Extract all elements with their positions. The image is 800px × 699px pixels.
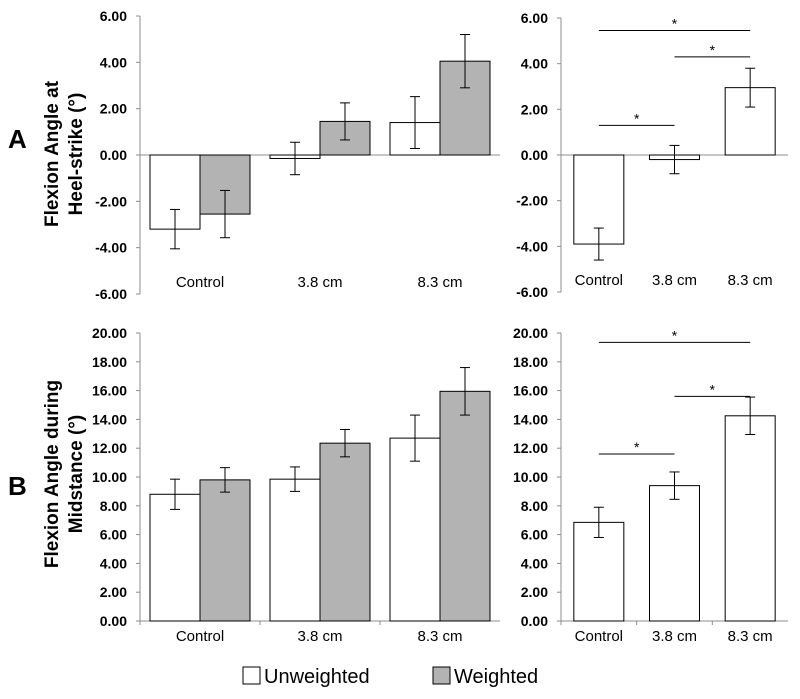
b_left-y-tick-label: 14.00: [92, 411, 127, 427]
legend-swatch-weighted: [432, 666, 451, 685]
b_right-category-label: 3.8 cm: [652, 628, 697, 645]
legend-label-unweighted: Unweighted: [264, 666, 370, 688]
b_right-y-tick-label: 6.00: [521, 527, 548, 543]
b_right-bar-unweighted: [724, 415, 776, 622]
b_right-y-tick-label: 8.00: [521, 498, 548, 514]
b_left-bar-weighted: [439, 390, 491, 622]
b_left-y-tick-label: 0.00: [100, 613, 127, 629]
b_right-y-tick-label: 18.00: [513, 354, 548, 370]
b_right-bar-unweighted: [573, 521, 625, 622]
a_right-category-label: 3.8 cm: [652, 272, 697, 289]
a_right-category-label: Control: [575, 272, 623, 289]
b_right-significance-star: *: [710, 381, 716, 397]
b_left-y-tick-label: 2.00: [100, 584, 127, 600]
a_left-y-tick-label: -2.00: [95, 193, 127, 209]
b_right-y-tick-label: 16.00: [513, 383, 548, 399]
b_left-bar-unweighted: [389, 437, 441, 622]
ylabel-b-line1: Flexion Angle during: [42, 380, 63, 568]
a_right-category-label: 8.3 cm: [728, 272, 773, 289]
a_right-y-tick-label: -4.00: [516, 238, 548, 254]
b_left-category-label: 8.3 cm: [417, 628, 462, 645]
legend-swatch-unweighted: [242, 666, 261, 685]
b_right-y-tick-label: 20.00: [513, 325, 548, 341]
b_right-y-tick-label: 4.00: [521, 555, 548, 571]
b_right-y-tick-label: 10.00: [513, 469, 548, 485]
legend: Unweighted Weighted: [242, 666, 538, 688]
b_left-category-label: 3.8 cm: [297, 628, 342, 645]
a_left-y-tick-label: 0.00: [100, 147, 127, 163]
a_right-significance-star: *: [672, 16, 678, 32]
a_right-significance-star: *: [710, 42, 716, 58]
b_left-y-tick-label: 18.00: [92, 354, 127, 370]
b_left-y-tick-label: 4.00: [100, 555, 127, 571]
ylabel-b-line2: Midstance (°): [66, 415, 87, 533]
b_right-y-tick-label: 14.00: [513, 411, 548, 427]
legend-label-weighted: Weighted: [454, 666, 538, 688]
a_right-y-tick-label: 4.00: [521, 56, 548, 72]
b_right-y-tick-label: 2.00: [521, 584, 548, 600]
a_right-y-tick-label: -6.00: [516, 284, 548, 300]
b_right-significance-star: *: [634, 439, 640, 455]
b_right-y-tick-label: 12.00: [513, 440, 548, 456]
b_right-category-label: Control: [575, 628, 623, 645]
a_right-y-tick-label: -2.00: [516, 193, 548, 209]
b_left-bar-weighted: [319, 442, 371, 622]
a_right-significance-star: *: [634, 110, 640, 126]
b_left-category-label: Control: [176, 628, 224, 645]
b_left-bar-unweighted: [149, 493, 201, 622]
a_left-y-tick-label: -4.00: [95, 240, 127, 256]
a_right-y-tick-label: 0.00: [521, 147, 548, 163]
a_left-y-tick-label: 2.00: [100, 101, 127, 117]
charts-group: 6.00 4.00 2.00 0.00 -2.00 -4.00 -6.00 Control 3.…: [92, 8, 788, 645]
ylabel-a-line1: Flexion Angle at: [42, 80, 63, 227]
b_left-y-tick-label: 6.00: [100, 527, 127, 543]
b_right-y-tick-label: 0.00: [521, 613, 548, 629]
a_left-y-tick-label: 4.00: [100, 54, 127, 70]
a_right-y-tick-label: 2.00: [521, 101, 548, 117]
panel-label-b: B: [8, 471, 27, 501]
b_left-y-tick-label: 16.00: [92, 383, 127, 399]
b_left-y-tick-label: 12.00: [92, 440, 127, 456]
b_left-y-tick-label: 8.00: [100, 498, 127, 514]
a_left-y-tick-label: -6.00: [95, 286, 127, 302]
a_left-category-label: 3.8 cm: [297, 274, 342, 291]
a_left-category-label: Control: [176, 274, 224, 291]
b_right-significance-star: *: [672, 327, 678, 343]
b_left-bar-unweighted: [269, 478, 321, 622]
b_left-bar-weighted: [199, 479, 251, 622]
a_left-category-label: 8.3 cm: [417, 274, 462, 291]
a_left-y-tick-label: 6.00: [100, 8, 127, 24]
b_right-bar-unweighted: [649, 485, 700, 622]
b_left-y-tick-label: 20.00: [92, 325, 127, 341]
b_left-y-tick-label: 10.00: [92, 469, 127, 485]
a_right-y-tick-label: 6.00: [521, 10, 548, 26]
b_right-category-label: 8.3 cm: [728, 628, 773, 645]
panel-label-a: A: [8, 124, 27, 154]
ylabel-a-line2: Heel-strike (°): [66, 93, 87, 216]
